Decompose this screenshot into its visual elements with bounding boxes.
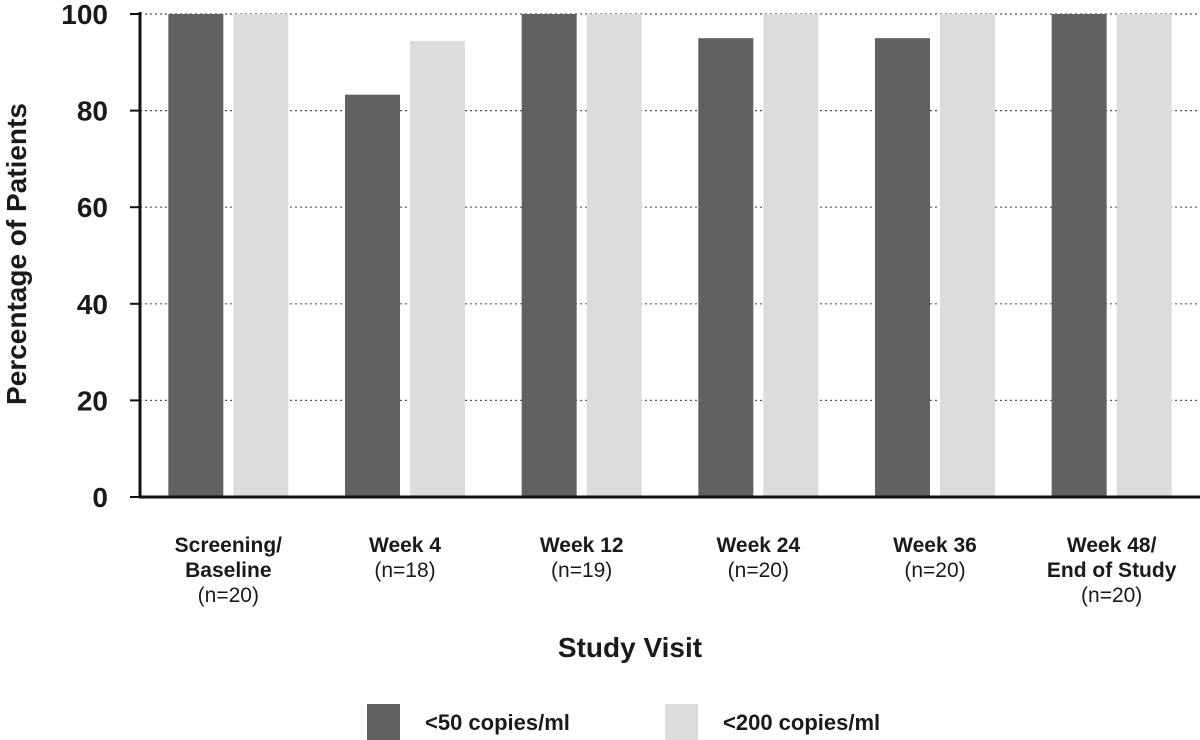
x-tick-label: Week 12 (540, 534, 624, 557)
bar (233, 14, 289, 497)
bar (168, 14, 224, 497)
bar (586, 14, 642, 497)
x-tick-label: Baseline (185, 559, 271, 582)
y-tick-label: 60 (77, 192, 108, 223)
bar (521, 14, 577, 497)
x-tick-label: Screening/ (175, 534, 283, 557)
axes (138, 12, 1200, 499)
bar (1116, 14, 1172, 497)
bars (168, 14, 1172, 498)
bar (763, 14, 819, 497)
legend-label: <50 copies/ml (425, 710, 570, 735)
y-axis-title: Percentage of Patients (1, 103, 32, 405)
bar (940, 14, 995, 497)
x-tick-label: End of Study (1047, 559, 1177, 582)
bar (875, 38, 930, 498)
legend: <50 copies/ml <200 copies/ml (367, 704, 880, 740)
legend-swatch (665, 704, 698, 740)
bar (698, 38, 754, 498)
x-tick-label: Week 48/ (1067, 534, 1157, 557)
y-tick-label: 0 (92, 482, 108, 513)
x-tick-sample-size: (n=20) (904, 559, 965, 582)
y-tick-label: 80 (77, 96, 108, 127)
x-axis-title: Study Visit (558, 632, 702, 663)
x-tick-labels: Screening/Baseline(n=20)Week 4(n=18)Week… (175, 534, 1177, 607)
x-tick-sample-size: (n=19) (551, 559, 612, 582)
x-tick-label: Week 4 (369, 534, 441, 557)
y-tick-label: 40 (77, 289, 108, 320)
x-tick-sample-size: (n=20) (198, 584, 259, 607)
x-tick-sample-size: (n=20) (1081, 584, 1142, 607)
x-tick-sample-size: (n=18) (374, 559, 435, 582)
x-tick-sample-size: (n=20) (728, 559, 789, 582)
bar (345, 94, 400, 497)
grid-lines (140, 13, 1200, 401)
y-tick-label: 20 (77, 385, 108, 416)
x-tick-label: Week 36 (893, 534, 977, 557)
legend-label: <200 copies/ml (723, 710, 880, 735)
bar (1051, 14, 1107, 497)
bar (410, 41, 465, 497)
legend-swatch (367, 704, 400, 740)
x-tick-label: Week 24 (716, 534, 800, 557)
y-tick-labels: 0 20 40 60 80 100 (61, 0, 140, 513)
y-tick-label: 100 (61, 0, 108, 30)
